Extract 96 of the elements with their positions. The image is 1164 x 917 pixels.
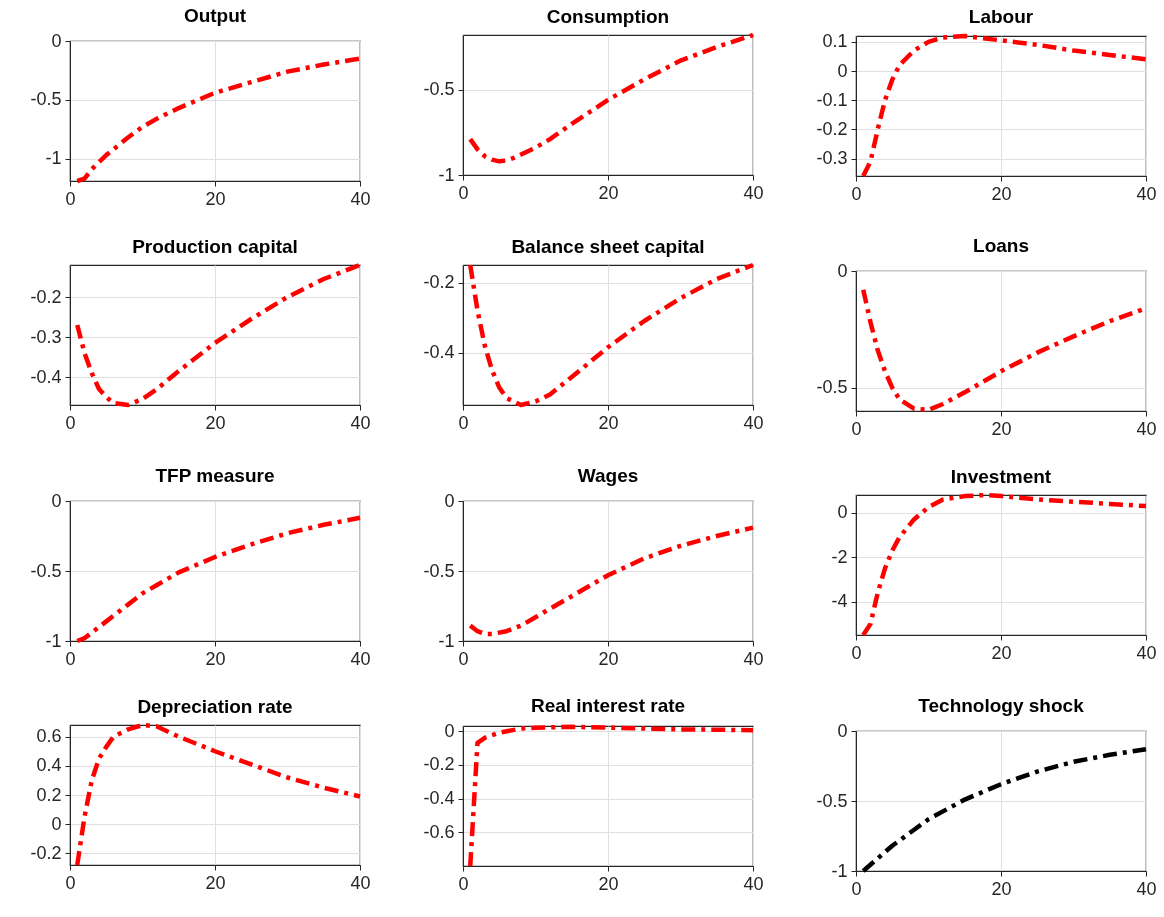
y-tick-label: 0: [837, 720, 848, 741]
y-tick-label: -0.3: [816, 148, 848, 168]
y-tick-label: 0: [51, 490, 62, 511]
y-tick-label: -0.5: [423, 79, 455, 100]
x-tick-label: 40: [743, 412, 764, 433]
x-tick-label: 0: [851, 642, 862, 663]
line-series: [468, 724, 756, 869]
chart-title: Investment: [950, 465, 1052, 487]
chart-title: Consumption: [546, 5, 670, 27]
x-tick-label: 20: [991, 642, 1012, 663]
y-tick-label: 0: [444, 490, 455, 511]
chart-title: TFP measure: [155, 465, 275, 486]
chart-title: Labour: [968, 5, 1034, 27]
y-tick-label: -0.5: [30, 89, 62, 110]
y-tick-label: -0.5: [816, 377, 848, 398]
x-tick-label: 20: [205, 188, 226, 209]
y-tick-label: 0.2: [36, 784, 62, 805]
x-tick-label: 20: [205, 412, 226, 433]
y-tick-label: 0: [51, 30, 62, 51]
y-tick-label: -0.4: [423, 342, 455, 362]
x-tick-label: 0: [458, 873, 469, 894]
x-tick-label: 40: [1136, 642, 1157, 663]
y-tick-label: -1: [438, 630, 455, 651]
line-series: [861, 746, 1149, 874]
x-tick-label: 0: [458, 412, 469, 433]
y-tick-label: -0.3: [30, 326, 62, 347]
x-tick-label: 40: [350, 872, 371, 893]
line-series: [75, 722, 363, 868]
x-tick-label: 40: [350, 188, 371, 209]
x-tick-label: 0: [65, 412, 76, 433]
y-tick-label: -2: [831, 546, 848, 567]
y-tick-label: 0: [837, 502, 848, 523]
y-tick-label: 0.1: [822, 31, 848, 52]
x-tick-label: 40: [1136, 183, 1157, 204]
chart-title: Production capital: [132, 235, 298, 257]
x-tick-label: 40: [1136, 418, 1157, 439]
y-tick-label: -1: [438, 164, 455, 185]
x-tick-label: 0: [65, 648, 76, 669]
x-tick-label: 20: [205, 648, 226, 669]
y-tick-label: -0.2: [30, 286, 62, 307]
y-tick-label: 0.4: [36, 755, 62, 776]
y-tick-label: 0: [837, 260, 848, 281]
y-tick-label: 0: [51, 813, 62, 834]
x-tick-label: 40: [743, 648, 764, 669]
chart-title: Loans: [973, 235, 1029, 256]
x-tick-label: 0: [458, 182, 469, 203]
y-tick-label: 0.6: [36, 726, 62, 747]
x-tick-label: 20: [598, 873, 619, 894]
x-tick-label: 40: [743, 873, 764, 894]
x-tick-label: 20: [598, 182, 619, 203]
y-tick-label: -1: [831, 860, 848, 881]
chart-title: Wages: [577, 465, 639, 486]
x-tick-label: 20: [991, 183, 1012, 204]
x-tick-label: 20: [991, 418, 1012, 439]
x-tick-label: 40: [1136, 878, 1157, 899]
y-tick-label: -0.4: [30, 366, 62, 387]
line-series: [861, 492, 1149, 638]
y-tick-label: -0.2: [423, 272, 455, 292]
y-tick-label: -4: [831, 591, 848, 612]
y-tick-label: -0.5: [423, 560, 455, 581]
x-tick-label: 20: [598, 412, 619, 433]
chart-title: Balance sheet capital: [511, 235, 705, 257]
x-tick-label: 20: [991, 878, 1012, 899]
x-tick-label: 0: [458, 648, 469, 669]
line-series: [861, 33, 1149, 179]
line-series: [75, 515, 363, 644]
chart-title: Technology shock: [918, 695, 1085, 716]
y-tick-label: -0.1: [816, 89, 848, 110]
y-tick-label: -0.2: [423, 754, 455, 775]
y-tick-label: -0.2: [816, 118, 848, 139]
y-tick-label: -1: [45, 630, 62, 651]
x-tick-label: 40: [743, 182, 764, 203]
x-tick-label: 0: [65, 188, 76, 209]
line-series: [468, 525, 756, 637]
y-tick-label: -0.5: [30, 560, 62, 581]
x-tick-label: 0: [851, 878, 862, 899]
y-tick-label: 0: [837, 60, 848, 81]
chart-title: Output: [183, 5, 247, 26]
x-tick-label: 40: [350, 648, 371, 669]
chart-title: Depreciation rate: [137, 695, 293, 717]
y-tick-label: -0.6: [423, 821, 455, 842]
chart-title: Real interest rate: [530, 695, 686, 717]
x-tick-label: 20: [598, 648, 619, 669]
line-series: [468, 262, 756, 408]
x-tick-label: 40: [350, 412, 371, 433]
line-series: [468, 32, 756, 164]
x-tick-label: 0: [65, 872, 76, 893]
x-tick-label: 0: [851, 183, 862, 204]
y-tick-label: -1: [45, 148, 62, 169]
y-tick-label: 0: [444, 720, 455, 741]
x-tick-label: 0: [851, 418, 862, 439]
y-tick-label: -0.2: [30, 842, 62, 863]
x-tick-label: 20: [205, 872, 226, 893]
y-tick-label: -0.4: [423, 788, 455, 809]
line-series: [75, 262, 363, 408]
y-tick-label: -0.5: [816, 790, 848, 811]
